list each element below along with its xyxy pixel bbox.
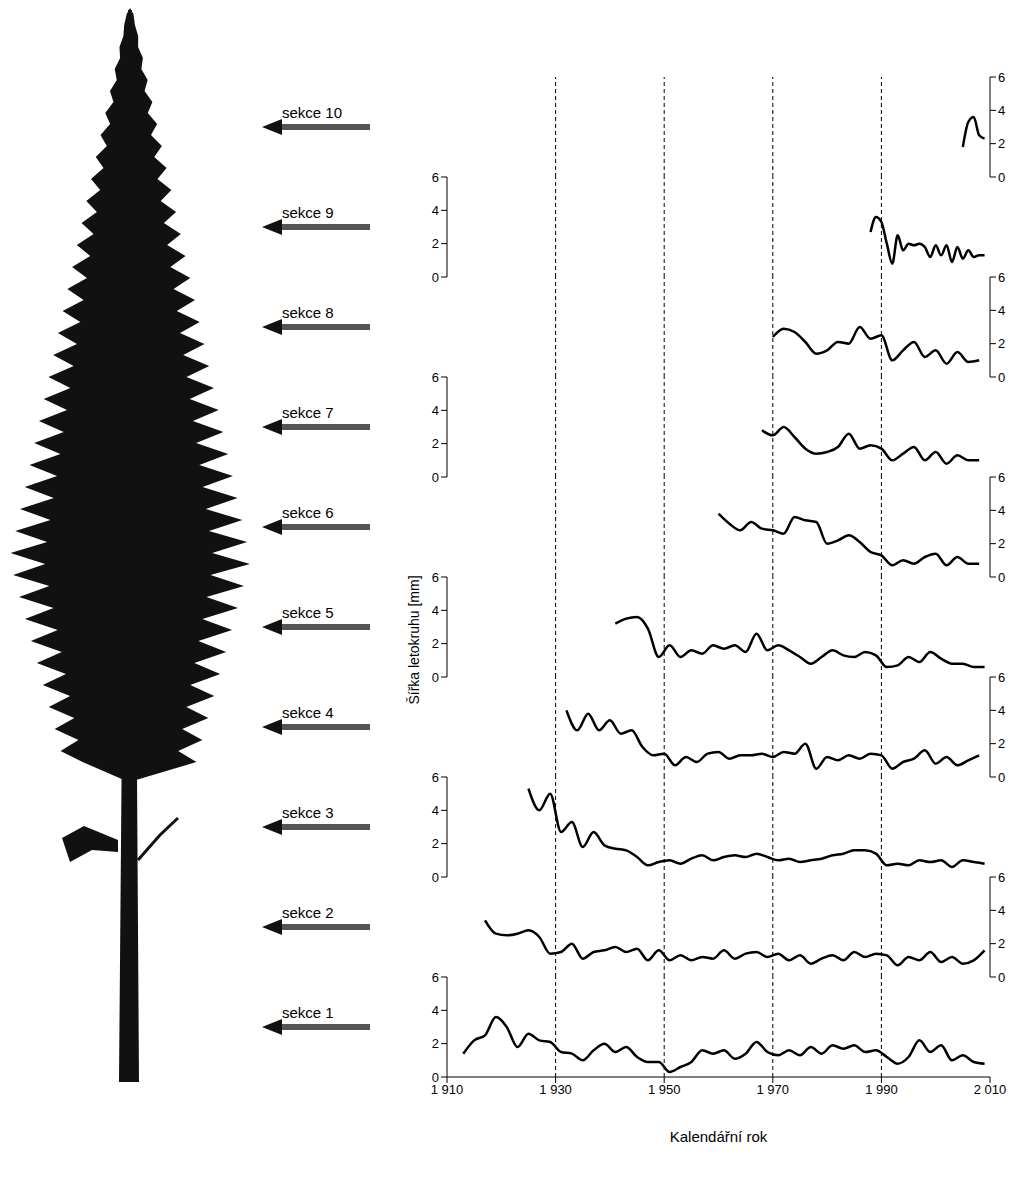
svg-text:2: 2 [432, 236, 439, 251]
svg-text:6: 6 [998, 70, 1005, 85]
svg-text:2: 2 [998, 936, 1005, 951]
svg-text:4: 4 [432, 203, 439, 218]
svg-text:1 950: 1 950 [648, 1082, 681, 1097]
svg-text:0: 0 [998, 170, 1005, 185]
svg-text:4: 4 [432, 403, 439, 418]
svg-text:1 990: 1 990 [865, 1082, 898, 1097]
svg-text:0: 0 [998, 770, 1005, 785]
svg-text:6: 6 [432, 570, 439, 585]
svg-text:6: 6 [432, 170, 439, 185]
svg-text:2: 2 [432, 636, 439, 651]
svg-text:6: 6 [998, 670, 1005, 685]
svg-text:sekce 9: sekce 9 [282, 204, 334, 221]
svg-text:0: 0 [432, 670, 439, 685]
svg-text:6: 6 [432, 970, 439, 985]
svg-text:2 010: 2 010 [974, 1082, 1007, 1097]
svg-text:6: 6 [998, 270, 1005, 285]
svg-text:4: 4 [998, 703, 1005, 718]
svg-text:6: 6 [998, 870, 1005, 885]
svg-text:0: 0 [998, 570, 1005, 585]
svg-text:2: 2 [998, 136, 1005, 151]
svg-text:sekce 7: sekce 7 [282, 404, 334, 421]
svg-text:0: 0 [432, 470, 439, 485]
svg-text:4: 4 [998, 503, 1005, 518]
svg-text:4: 4 [998, 303, 1005, 318]
svg-text:sekce 1: sekce 1 [282, 1004, 334, 1021]
svg-text:4: 4 [432, 803, 439, 818]
svg-text:6: 6 [432, 770, 439, 785]
svg-text:0: 0 [998, 370, 1005, 385]
svg-text:4: 4 [998, 903, 1005, 918]
svg-text:6: 6 [998, 470, 1005, 485]
svg-text:1 970: 1 970 [757, 1082, 790, 1097]
svg-text:4: 4 [432, 603, 439, 618]
svg-text:sekce 8: sekce 8 [282, 304, 334, 321]
svg-text:2: 2 [432, 1036, 439, 1051]
svg-text:0: 0 [432, 870, 439, 885]
html-text:Kalendářní rok: Kalendářní rok [669, 1128, 768, 1145]
svg-text:4: 4 [998, 103, 1005, 118]
svg-text:6: 6 [432, 370, 439, 385]
svg-text:1 910: 1 910 [430, 1082, 464, 1098]
svg-text:2: 2 [998, 536, 1005, 551]
svg-text:1 930: 1 930 [539, 1082, 572, 1097]
svg-text:0: 0 [998, 970, 1005, 985]
svg-text:2: 2 [432, 836, 439, 851]
svg-text:Šířka letokruhu [mm]: Šířka letokruhu [mm] [406, 575, 422, 704]
svg-text:sekce 10: sekce 10 [282, 104, 342, 121]
svg-text:2: 2 [998, 336, 1005, 351]
svg-text:0: 0 [432, 1070, 439, 1085]
svg-text:sekce 3: sekce 3 [282, 804, 334, 821]
svg-text:sekce 4: sekce 4 [282, 704, 334, 721]
svg-text:2: 2 [998, 736, 1005, 751]
svg-text:sekce 5: sekce 5 [282, 604, 334, 621]
svg-text:sekce 2: sekce 2 [282, 904, 334, 921]
svg-text:0: 0 [432, 270, 439, 285]
svg-text:4: 4 [432, 1003, 439, 1018]
svg-text:sekce 6: sekce 6 [282, 504, 334, 521]
svg-text:2: 2 [432, 436, 439, 451]
